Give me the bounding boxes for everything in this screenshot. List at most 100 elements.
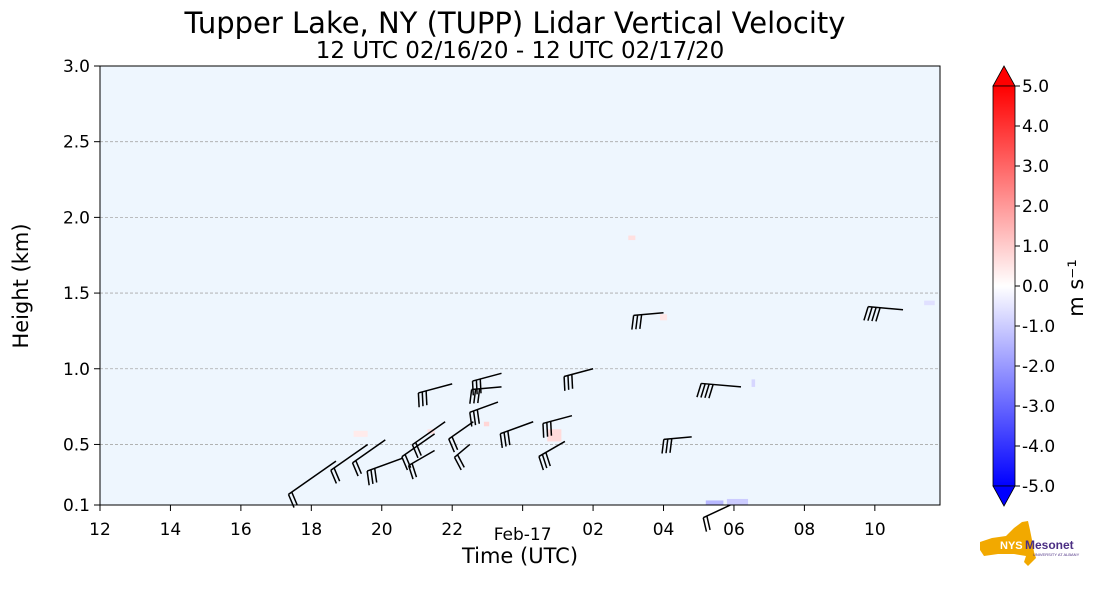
barb-feather (669, 438, 673, 453)
barb-feather (417, 392, 420, 408)
x-tick-label: 02 (582, 520, 604, 540)
velocity-patch (628, 235, 636, 241)
barb-feather (471, 381, 475, 396)
wind-barb (469, 386, 502, 404)
velocity-patch (751, 379, 756, 387)
barb-staff (563, 368, 594, 378)
barb-feather (541, 454, 548, 469)
barb-staff (408, 449, 435, 467)
barb-feather (665, 438, 669, 454)
barb-feather (473, 389, 477, 404)
barb-staff (401, 433, 436, 458)
barb-feather (546, 422, 549, 437)
colorbar-tick-label: -4.0 (1022, 437, 1055, 457)
plot-background (100, 66, 940, 505)
barb-feather (696, 383, 702, 398)
barb-feather (456, 454, 465, 468)
barb-feather (545, 452, 551, 467)
chart-title: Tupper Lake, NY (TUPP) Lidar Vertical Ve… (184, 6, 846, 40)
plot-frame (99, 65, 941, 506)
barb-staff (701, 382, 742, 388)
x-tick-label: 16 (230, 520, 252, 540)
barb-staff (663, 436, 692, 441)
barb-staff (472, 372, 502, 382)
y-tick-label: 2.0 (63, 208, 90, 228)
barb-feather (875, 307, 881, 322)
colorbar-label: m s⁻¹ (1064, 259, 1088, 317)
barb-staff (366, 457, 404, 472)
barb-feather (700, 383, 706, 398)
barb-staff (330, 443, 369, 471)
barb-feather (448, 438, 456, 453)
wind-barb (448, 421, 474, 453)
wind-barb (542, 414, 573, 438)
barb-feather (469, 389, 473, 404)
wind-barb (863, 305, 904, 322)
logo-nys-text: NYS (1000, 540, 1023, 552)
colorbar-tick-label: 0.0 (1022, 277, 1049, 297)
wind-barb (366, 457, 404, 486)
wind-barb (469, 401, 499, 427)
y-tick-label: 0.5 (63, 435, 90, 455)
colorbar-tick-label: 2.0 (1022, 197, 1049, 217)
barb-feather (661, 439, 665, 454)
velocity-patch (726, 498, 749, 505)
wind-barb (702, 504, 731, 532)
barb-feather (567, 375, 570, 390)
barb-feather (871, 307, 877, 322)
colorbar-tick-label: 4.0 (1022, 117, 1049, 137)
x-tick-label: 12 (89, 520, 111, 540)
wind-barb (417, 383, 453, 408)
barb-feather (863, 306, 869, 321)
barb-feather (571, 374, 574, 389)
colorbar-tick-label: 3.0 (1022, 157, 1049, 177)
barb-staff (469, 401, 499, 414)
colorbar-ticks: 5.0 4.0 3.0 2.0 1.0 0.0 -1.0 -2.0 -3.0 -4.0 -5.0 (1015, 77, 1055, 497)
wind-barbs (287, 305, 904, 532)
wind-barb (453, 443, 471, 471)
barb-staff (352, 439, 386, 464)
wind-barb (407, 449, 435, 480)
y-tick-label: 1.0 (63, 360, 90, 380)
barb-staff (471, 386, 502, 391)
velocity-patch (483, 421, 490, 427)
x-tick-label: 20 (371, 520, 393, 540)
y-axis-label: Height (km) (9, 223, 33, 348)
barb-feather (538, 456, 545, 471)
colorbar: 5.0 4.0 3.0 2.0 1.0 0.0 -1.0 -2.0 -3.0 -4.0 -5.0 m… (992, 65, 1088, 507)
barb-staff (411, 421, 446, 446)
barb-feather (708, 384, 714, 399)
barb-feather (407, 465, 414, 480)
x-tick-label: 06 (723, 520, 745, 540)
barb-staff (418, 383, 453, 394)
barb-feather (507, 430, 511, 446)
velocity-patch (353, 430, 368, 437)
velocity-patch (547, 429, 562, 442)
wind-barb (499, 421, 534, 448)
barb-staff (538, 440, 566, 458)
barb-feather (469, 412, 473, 427)
barb-feather (476, 409, 481, 424)
barb-feather (549, 421, 553, 436)
velocity-patch (660, 314, 668, 321)
barb-feather (503, 432, 507, 447)
barb-feather (542, 423, 545, 438)
barb-feather (370, 469, 374, 484)
velocity-patch (924, 300, 935, 306)
wind-barb (696, 382, 742, 399)
chart-subtitle: 12 UTC 02/16/20 - 12 UTC 02/17/20 (316, 38, 725, 64)
barb-feather (639, 314, 643, 329)
barb-feather (351, 462, 359, 477)
barb-staff (633, 312, 664, 317)
barb-feather (472, 410, 477, 426)
barb-staff (448, 421, 474, 440)
barb-feather (333, 467, 341, 482)
wind-barb (351, 439, 386, 477)
wind-barb (411, 421, 446, 459)
colorbar-tick-label: -3.0 (1022, 397, 1055, 417)
colorbar-tick-label: 1.0 (1022, 237, 1049, 257)
logo-sub-text: UNIVERSITY AT ALBANY (1033, 552, 1080, 557)
x-tick-label: 22 (441, 520, 463, 540)
x-tick-label: Feb-17 (494, 525, 552, 545)
barb-feather (453, 456, 462, 471)
